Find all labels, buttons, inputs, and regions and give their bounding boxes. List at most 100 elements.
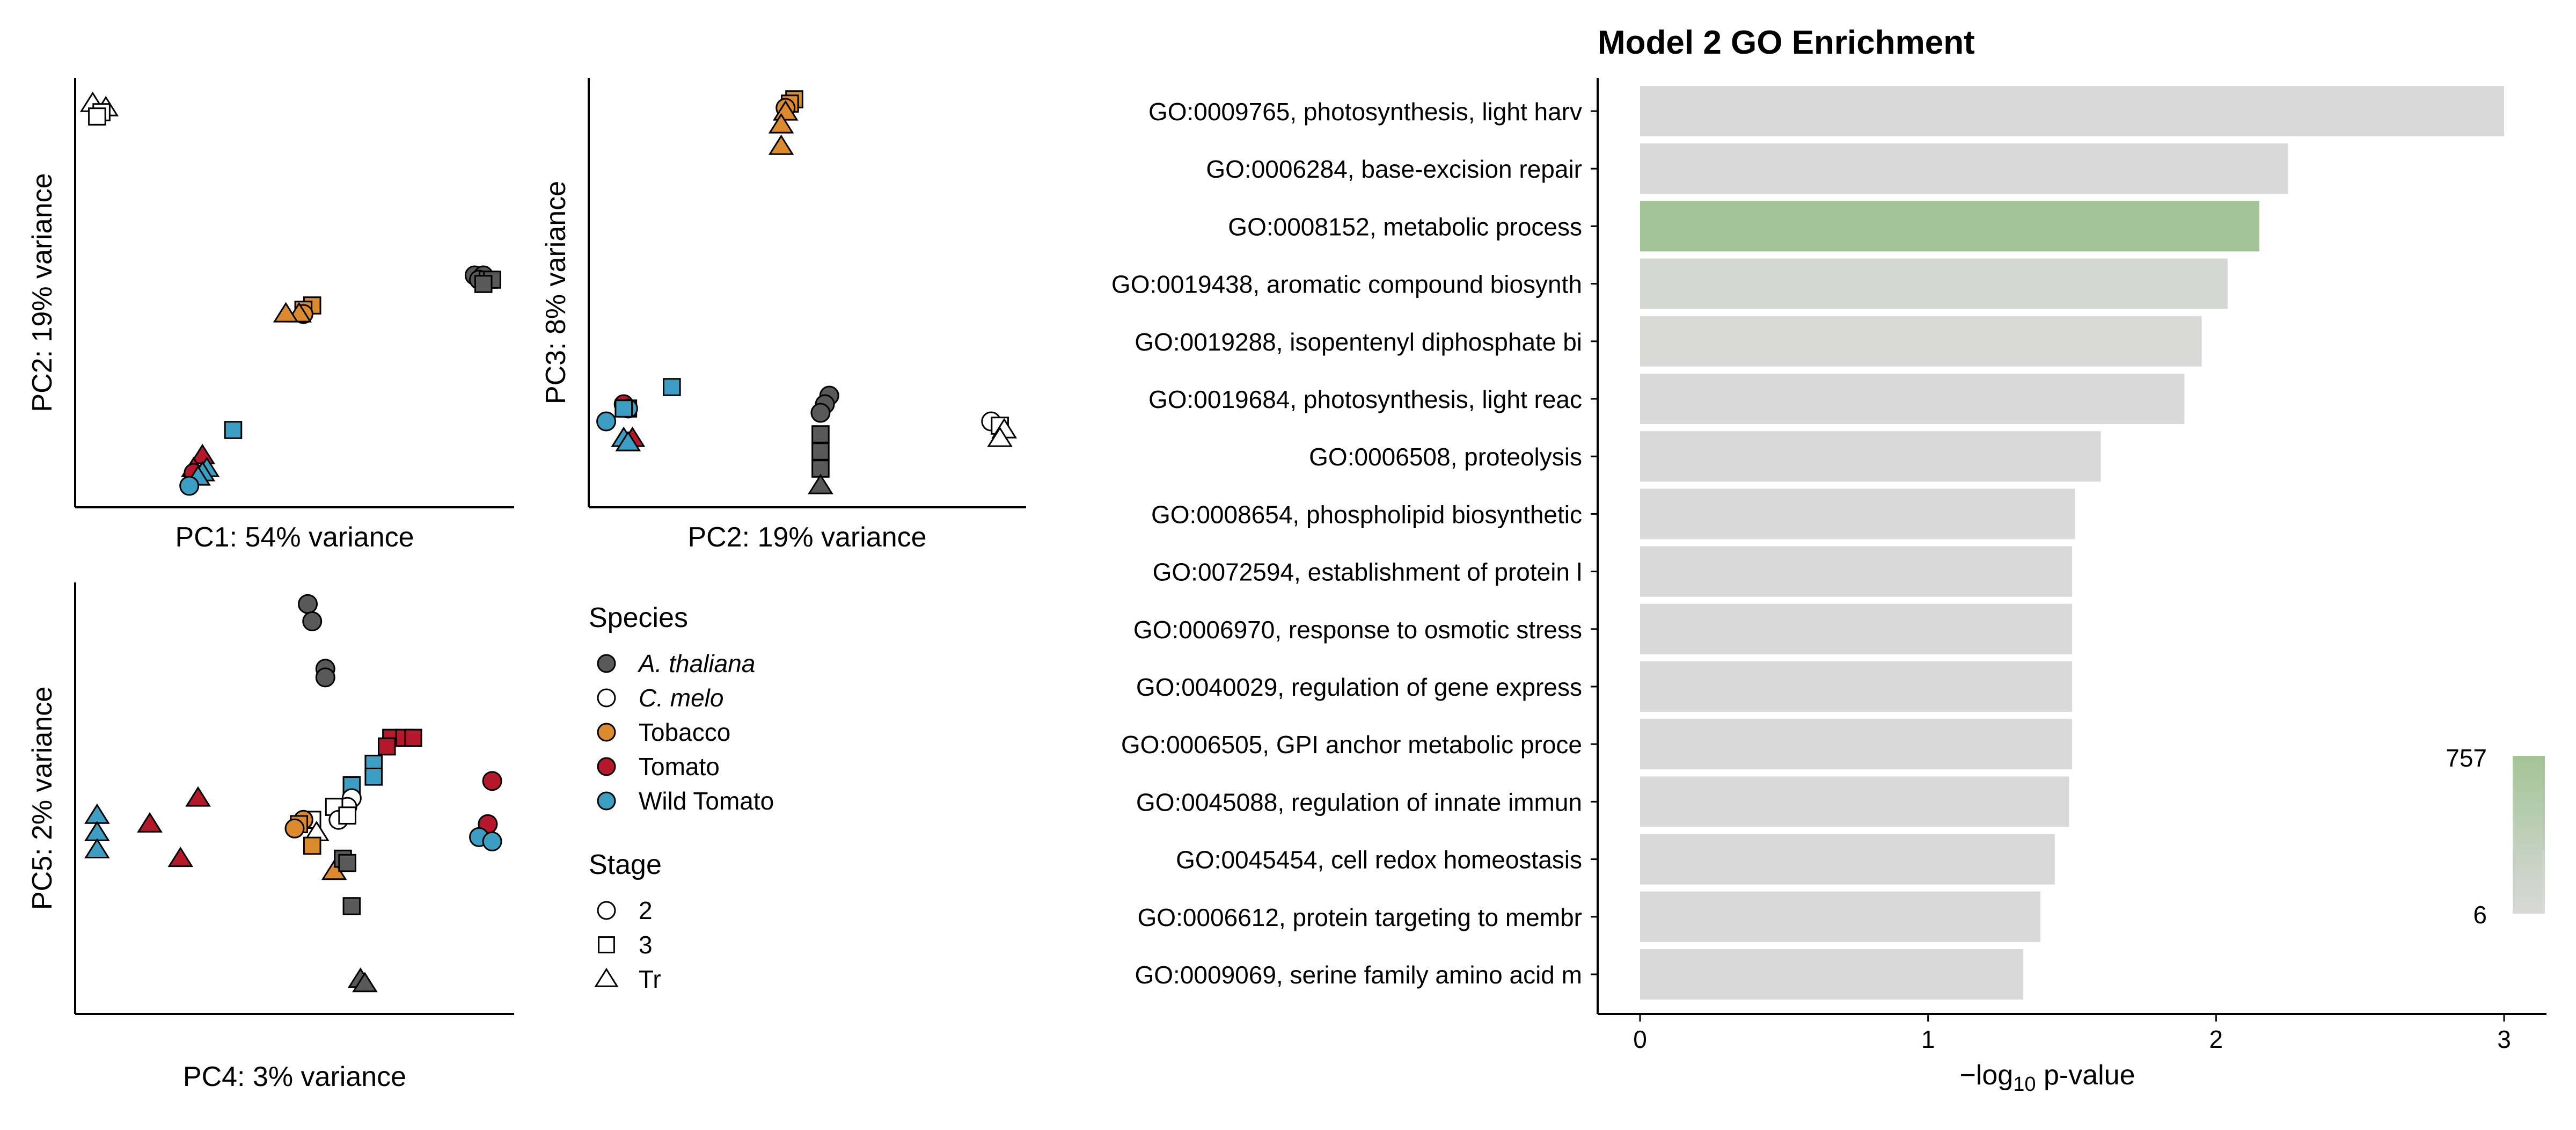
legend-label-a-thaliana: A. thaliana bbox=[637, 650, 755, 677]
point-wild-tomato-stage-tr bbox=[615, 431, 641, 451]
x-axis-label: PC2: 19% variance bbox=[687, 522, 926, 553]
legend-label-tobacco: Tobacco bbox=[639, 718, 730, 746]
y-tick-label: GO:0006508, proteolysis bbox=[1309, 443, 1582, 471]
legend-key-tomato bbox=[597, 757, 616, 776]
point-a-thaliana-stage-2 bbox=[302, 611, 323, 631]
y-axis-label: PC5: 2% variance bbox=[27, 687, 58, 910]
x-tick-label: 1 bbox=[1921, 1025, 1935, 1053]
legend-key-stage-2 bbox=[597, 901, 616, 920]
legend-key-wild-tomato bbox=[597, 791, 616, 811]
legend-stage-title: Stage bbox=[589, 849, 662, 880]
y-tick-label: GO:0019288, isopentenyl diphosphate bi bbox=[1135, 328, 1582, 356]
y-tick-label: GO:0008152, metabolic process bbox=[1228, 213, 1582, 240]
y-tick-label: GO:0008654, phospholipid biosynthetic bbox=[1151, 500, 1582, 528]
point-tobacco-stage-tr bbox=[273, 302, 299, 323]
bar-go-0008654 bbox=[1640, 489, 2075, 540]
bar-go-0008152 bbox=[1640, 201, 2259, 252]
point-a-thaliana-stage-3 bbox=[811, 425, 830, 443]
pca-panel-pc2-pc3: PC2: 19% variance PC3: 8% variance bbox=[540, 78, 1026, 553]
point-a-thaliana-stage-2 bbox=[315, 667, 335, 688]
scatter-points bbox=[84, 594, 502, 993]
point-a-thaliana-stage-3 bbox=[338, 854, 356, 872]
legend-key-a-thaliana bbox=[597, 654, 616, 673]
bar-go-0040029 bbox=[1640, 661, 2072, 712]
point-a-thaliana-stage-tr bbox=[352, 972, 378, 993]
legend-species-items: A. thaliana C. melo Tobacco Tomato Wild Toma… bbox=[597, 650, 774, 815]
x-axis-label: −log10 p-value bbox=[1959, 1060, 2135, 1096]
point-wild-tomato-stage-tr bbox=[84, 820, 110, 841]
y-tick-label: GO:0006612, protein targeting to membr bbox=[1138, 903, 1582, 931]
point-wild-tomato-stage-2 bbox=[179, 476, 200, 496]
point-a-thaliana-stage-tr bbox=[808, 473, 833, 494]
point-a-thaliana-stage-3 bbox=[474, 275, 493, 293]
legend-key-c-melo bbox=[597, 688, 616, 708]
bar-go-0009765 bbox=[1640, 86, 2504, 136]
point-wild-tomato-stage-2 bbox=[482, 831, 502, 851]
y-tick-label: GO:0009765, photosynthesis, light harv bbox=[1148, 98, 1582, 126]
y-axis-label: PC2: 19% variance bbox=[27, 173, 58, 412]
go-enrichment-chart: Model 2 GO Enrichment GO:0009765, photos… bbox=[1111, 24, 2546, 1096]
x-axis-label: PC1: 54% variance bbox=[175, 522, 414, 553]
x-axis-label-suffix: p-value bbox=[2036, 1060, 2135, 1091]
point-tomato-stage-tr bbox=[167, 847, 194, 867]
point-c-melo-stage-3 bbox=[338, 806, 356, 825]
point-tobacco-stage-2 bbox=[284, 818, 305, 839]
point-tomato-stage-3 bbox=[377, 737, 396, 756]
bar-go-0006612 bbox=[1640, 891, 2040, 942]
legend-label-stage-2: 2 bbox=[639, 896, 653, 924]
colorbar-min-label: 6 bbox=[2473, 901, 2487, 929]
legend-key-stage-3 bbox=[598, 936, 615, 953]
point-wild-tomato-stage-3 bbox=[364, 768, 383, 786]
point-wild-tomato-stage-3 bbox=[614, 399, 633, 418]
y-tick-label: GO:0019684, photosynthesis, light reac bbox=[1148, 385, 1582, 413]
bar-go-0019684 bbox=[1640, 374, 2185, 424]
bar-go-0019438 bbox=[1640, 258, 2228, 309]
point-c-melo-stage-tr bbox=[987, 426, 1013, 447]
point-a-thaliana-stage-2 bbox=[810, 403, 831, 423]
legend-label-wild-tomato: Wild Tomato bbox=[639, 787, 774, 815]
legend-key-tobacco bbox=[597, 723, 616, 742]
y-tick-label: GO:0040029, regulation of gene express bbox=[1136, 673, 1582, 701]
point-a-thaliana-stage-3 bbox=[342, 897, 361, 915]
y-tick-label: GO:0045454, cell redox homeostasis bbox=[1176, 846, 1582, 874]
x-axis-ticks: 0 1 2 3 bbox=[1633, 1014, 2511, 1053]
legend-label-stage-3: 3 bbox=[639, 931, 653, 959]
bars: GO:0009765, photosynthesis, light harv GO… bbox=[1111, 86, 2504, 1000]
y-tick-label: GO:0006970, response to osmotic stress bbox=[1133, 616, 1582, 644]
pca-panel-pc4-pc5: PC4: 3% variance PC5: 2% variance bbox=[27, 582, 514, 1092]
legend-label-stage-tr: Tr bbox=[639, 965, 661, 993]
point-tomato-stage-tr bbox=[137, 812, 163, 833]
colorbar: 757 6 bbox=[2446, 744, 2545, 929]
point-c-melo-stage-3 bbox=[88, 107, 106, 126]
point-a-thaliana-stage-2 bbox=[298, 594, 318, 614]
y-axis-label: PC3: 8% variance bbox=[540, 181, 572, 404]
y-tick-label: GO:0009069, serine family amino acid m bbox=[1135, 961, 1582, 989]
y-tick-label: GO:0019438, aromatic compound biosynth bbox=[1111, 271, 1582, 298]
bar-go-0006970 bbox=[1640, 603, 2072, 654]
point-wild-tomato-stage-tr bbox=[84, 803, 110, 824]
bar-go-0019288 bbox=[1640, 316, 2202, 367]
x-axis-label-subscript: 10 bbox=[2013, 1073, 2036, 1096]
bar-go-0045088 bbox=[1640, 776, 2069, 827]
pca-panel-pc1-pc2: PC1: 54% variance PC2: 19% variance bbox=[27, 78, 514, 553]
point-tobacco-stage-tr bbox=[768, 134, 794, 155]
point-tomato-stage-3 bbox=[404, 728, 422, 747]
y-tick-label: GO:0006505, GPI anchor metabolic proce bbox=[1121, 731, 1582, 759]
legend-stage-items: 2 3 Tr bbox=[594, 896, 661, 993]
point-wild-tomato-stage-3 bbox=[663, 378, 681, 396]
bar-go-0045454 bbox=[1640, 834, 2055, 885]
bar-go-0006505 bbox=[1640, 719, 2072, 770]
bar-go-0072594 bbox=[1640, 546, 2072, 597]
point-tomato-stage-tr bbox=[185, 786, 211, 807]
x-tick-label: 0 bbox=[1633, 1025, 1647, 1053]
legend-label-tomato: Tomato bbox=[639, 753, 720, 781]
y-tick-label: GO:0006284, base-excision repair bbox=[1206, 155, 1582, 183]
point-tobacco-stage-3 bbox=[303, 836, 321, 855]
point-wild-tomato-stage-3 bbox=[224, 421, 243, 439]
point-tobacco-stage-tr bbox=[768, 113, 794, 134]
bar-go-0006508 bbox=[1640, 431, 2101, 482]
x-axis-label: PC4: 3% variance bbox=[183, 1061, 406, 1092]
scatter-points bbox=[596, 90, 1018, 494]
point-a-thaliana-stage-3 bbox=[811, 442, 830, 461]
